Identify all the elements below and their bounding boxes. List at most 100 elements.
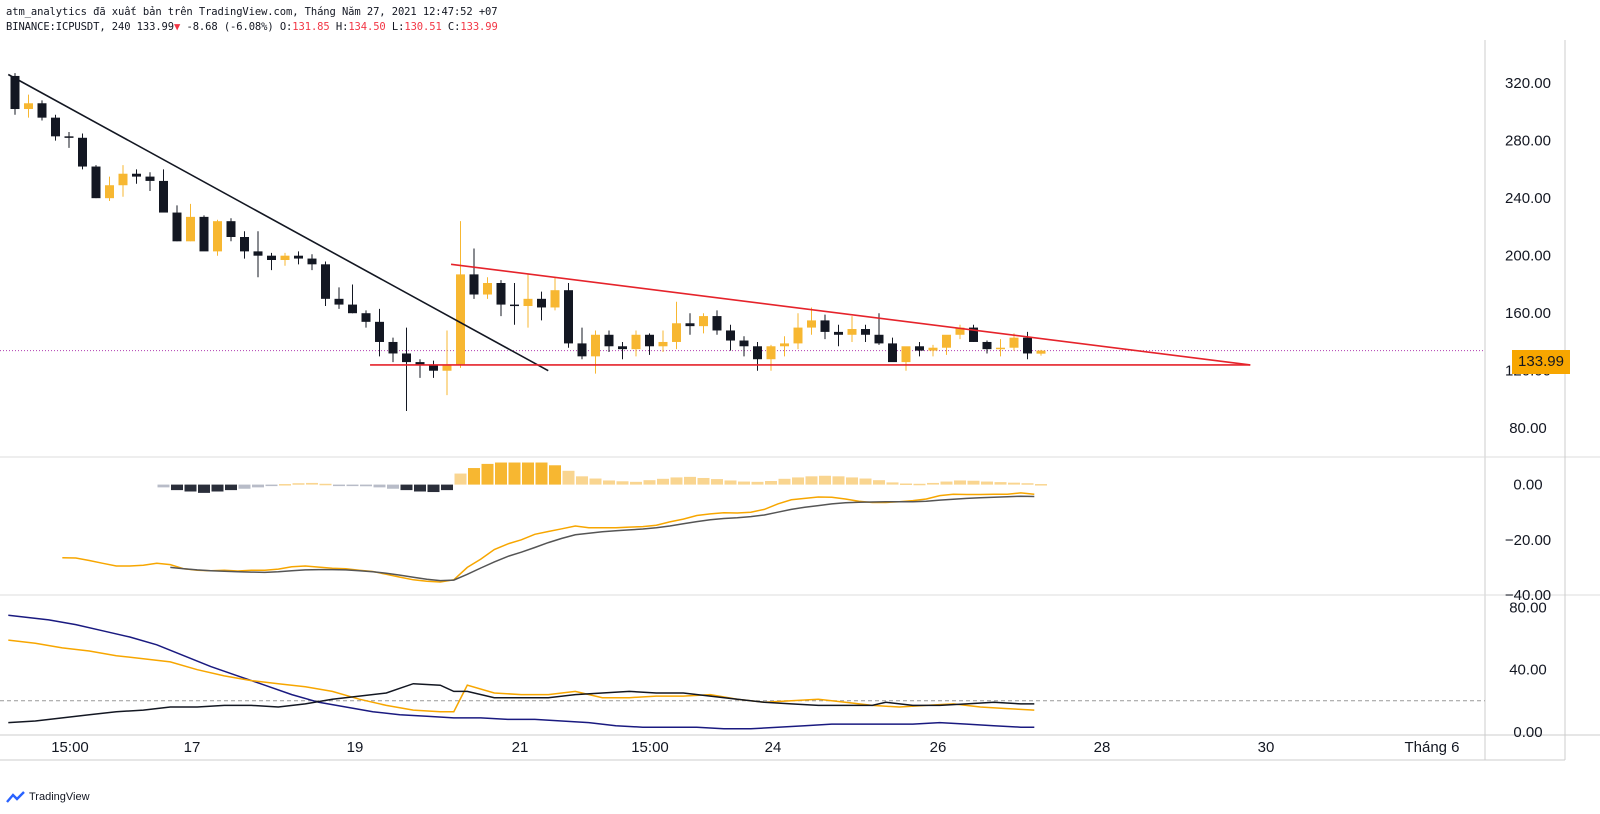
macd-histogram-bar: [238, 484, 251, 489]
candle-body: [307, 258, 317, 265]
candle-body: [388, 341, 398, 354]
candle-body: [928, 347, 938, 351]
macd-tick-label: −20.00: [1505, 532, 1551, 549]
candle: [64, 132, 74, 148]
candle-body: [618, 346, 627, 350]
candle: [496, 280, 506, 317]
macd-histogram-bar: [171, 484, 183, 491]
macd-histogram-bar: [279, 484, 291, 486]
candle-body: [402, 353, 411, 363]
candle-body: [64, 136, 74, 138]
macd-histogram-bar: [819, 475, 831, 485]
change-label: -8.68 (-6.08%): [186, 21, 274, 33]
candle: [348, 284, 357, 314]
candle-body: [37, 103, 47, 118]
tradingview-logo-icon: [6, 791, 25, 803]
candle-body: [240, 236, 249, 252]
macd-histogram-bar: [522, 462, 534, 485]
candle: [132, 169, 141, 184]
low-value: 130.51: [404, 21, 442, 33]
candle-body: [294, 255, 303, 259]
triangle-upper-line: [450, 263, 1251, 366]
time-tick-label: 26: [930, 739, 947, 756]
tradingview-brand[interactable]: TradingView: [6, 790, 90, 804]
candle-body: [118, 173, 128, 186]
candle: [942, 334, 951, 355]
candle-body: [537, 298, 546, 308]
candle-body: [969, 327, 978, 342]
candle-body: [91, 166, 101, 199]
candle: [172, 205, 182, 242]
macd-histogram-bar: [562, 470, 575, 485]
high-key: H:: [335, 21, 349, 33]
candle: [537, 291, 546, 321]
candle-body: [1023, 337, 1032, 354]
candle-body: [753, 346, 762, 360]
candle: [253, 231, 263, 278]
macd-histogram-bar: [346, 484, 359, 487]
macd-histogram-bar: [805, 476, 818, 485]
macd-histogram-bar: [319, 483, 332, 486]
macd-histogram-bar: [400, 484, 413, 491]
candle: [982, 340, 992, 354]
candle-body: [429, 364, 438, 371]
candle: [429, 360, 438, 378]
candle-body: [213, 221, 222, 252]
candle: [37, 100, 47, 121]
candle: [145, 172, 155, 191]
candle: [523, 274, 533, 328]
candle-body: [145, 176, 155, 181]
candle: [726, 324, 735, 351]
candle-body: [51, 117, 60, 137]
macd-histogram-bar: [846, 477, 858, 485]
ohlc-legend: BINANCE:ICPUSDT, 240 133.99▼ -8.68 (-6.0…: [6, 21, 498, 33]
candle-body: [888, 343, 897, 363]
candle: [591, 330, 600, 374]
macd-pane: [62, 462, 1047, 583]
candle: [793, 313, 803, 350]
price-tick-label: 280.00: [1505, 133, 1551, 150]
candle: [672, 301, 681, 350]
candle-body: [172, 212, 182, 242]
dmi-tick-label: 40.00: [1509, 662, 1547, 679]
dmi-series-line: [8, 614, 1035, 730]
candle: [888, 337, 897, 363]
candle: [402, 327, 411, 411]
macd-histogram-bar: [697, 477, 710, 485]
symbol-label: BINANCE:ICPUSDT, 240: [6, 21, 131, 33]
candle: [213, 219, 222, 256]
candle-body: [820, 320, 830, 332]
candle: [1036, 349, 1046, 356]
macd-histogram-bar: [265, 484, 278, 487]
candle-body: [604, 334, 614, 347]
price-tick-label: 200.00: [1505, 248, 1551, 265]
candle: [753, 341, 762, 371]
candle: [240, 231, 249, 259]
macd-histogram-bar: [657, 478, 669, 485]
candle-body: [267, 255, 276, 261]
macd-histogram-bar: [724, 480, 737, 485]
candle: [334, 287, 344, 309]
macd-histogram-bar: [508, 462, 521, 485]
dmi-pane: [0, 614, 1485, 730]
candle: [442, 330, 452, 396]
macd-histogram-bar: [387, 484, 399, 489]
macd-histogram-bar: [157, 484, 170, 488]
candle: [766, 344, 776, 371]
candle: [388, 337, 398, 363]
candle-body: [712, 316, 722, 331]
candle-body: [645, 334, 654, 347]
candle-body: [658, 341, 668, 347]
macd-histogram-bar: [954, 480, 966, 485]
candle-body: [321, 264, 330, 299]
candle-body: [766, 346, 776, 360]
candle: [699, 313, 708, 334]
macd-histogram-bar: [751, 481, 764, 485]
candle: [955, 324, 965, 340]
candle: [1009, 333, 1019, 351]
macd-histogram-bar: [211, 484, 224, 492]
price-pane: [0, 73, 1485, 411]
candle: [739, 336, 749, 357]
